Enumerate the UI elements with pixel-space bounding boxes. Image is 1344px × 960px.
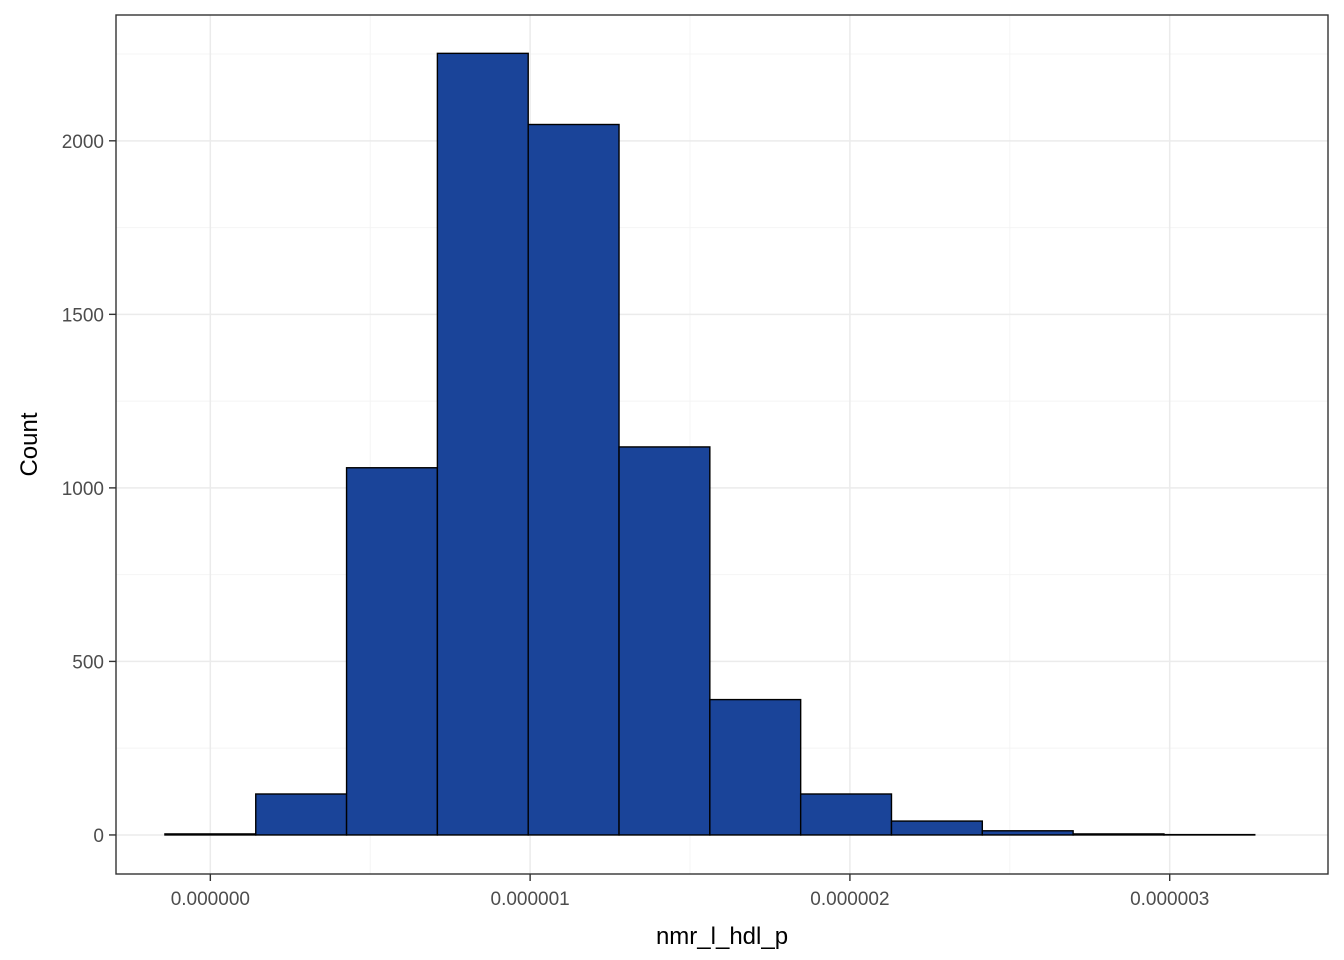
x-tick-label: 0.000003 [1130,889,1209,910]
y-axis-tick-labels: 0 500 1000 1500 2000 [62,132,104,847]
x-tick-label: 0.000001 [491,889,570,910]
x-tick-label: 0.000002 [810,889,889,910]
y-tick-label: 1500 [62,305,104,326]
panel-border [115,14,1329,875]
x-axis-tick-labels: 0.000000 0.000001 0.000002 0.000003 [171,889,1210,910]
y-tick-label: 1000 [62,479,104,500]
y-tick-label: 2000 [62,132,104,153]
histogram-bar [709,698,802,836]
x-tick-label: 0.000000 [171,889,250,910]
histogram-bar [164,833,257,836]
histogram-bar [1072,833,1165,836]
y-tick-label: 500 [72,652,104,673]
axis-ticks [109,140,1171,881]
histogram-bar [618,446,711,836]
histogram-bars [164,52,1256,836]
y-axis-title: Count [16,412,43,476]
histogram-bar [255,793,348,836]
histogram-bar [527,123,620,836]
histogram-bar [436,52,529,836]
histogram-bar [799,793,893,836]
histogram-bar [981,830,1074,836]
y-tick-label: 0 [93,826,104,847]
histogram-bar [890,820,984,836]
x-axis-title: nmr_l_hdl_p [656,923,788,950]
histogram-bar [345,467,439,836]
